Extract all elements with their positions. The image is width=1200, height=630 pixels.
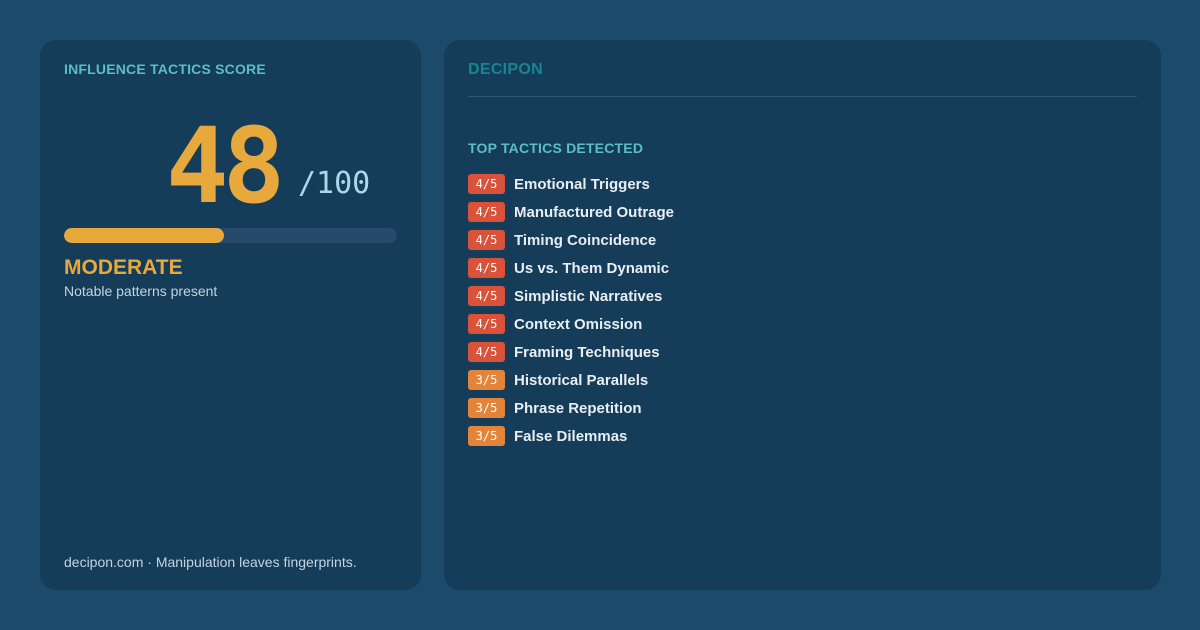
tactics-list: 4/5 Emotional Triggers 4/5 Manufactured Out… bbox=[468, 170, 674, 450]
score-max: /100 bbox=[298, 166, 371, 201]
severity-badge: 4/5 bbox=[468, 314, 505, 334]
tactic-item: 4/5 Timing Coincidence bbox=[468, 226, 674, 254]
score-card: INFLUENCE TACTICS SCORE 48 /100 MODERATE… bbox=[40, 40, 421, 590]
severity-badge: 4/5 bbox=[468, 174, 505, 194]
tactic-name: Emotional Triggers bbox=[514, 175, 650, 193]
score-progress-fill bbox=[64, 228, 224, 243]
score-card-label: INFLUENCE TACTICS SCORE bbox=[64, 61, 266, 77]
tactic-name: Historical Parallels bbox=[514, 371, 649, 389]
tactic-name: Context Omission bbox=[514, 315, 643, 333]
severity-badge: 4/5 bbox=[468, 286, 505, 306]
tactic-name: Timing Coincidence bbox=[514, 231, 657, 249]
tactic-item: 4/5 Simplistic Narratives bbox=[468, 282, 674, 310]
tactic-name: Phrase Repetition bbox=[514, 399, 642, 417]
tactic-item: 4/5 Us vs. Them Dynamic bbox=[468, 254, 674, 282]
tactic-item: 4/5 Context Omission bbox=[468, 310, 674, 338]
tactic-name: Simplistic Narratives bbox=[514, 287, 663, 305]
tactic-name: Us vs. Them Dynamic bbox=[514, 259, 670, 277]
tactic-item: 3/5 Historical Parallels bbox=[468, 366, 674, 394]
tactic-name: Manufactured Outrage bbox=[514, 203, 675, 221]
severity-badge: 4/5 bbox=[468, 258, 505, 278]
severity-badge: 4/5 bbox=[468, 202, 505, 222]
tactic-item: 4/5 Emotional Triggers bbox=[468, 170, 674, 198]
tactic-item: 3/5 False Dilemmas bbox=[468, 422, 674, 450]
tactic-item: 3/5 Phrase Repetition bbox=[468, 394, 674, 422]
severity-badge: 3/5 bbox=[468, 370, 505, 390]
severity-badge: 3/5 bbox=[468, 426, 505, 446]
severity-badge: 4/5 bbox=[468, 230, 505, 250]
tactic-name: False Dilemmas bbox=[514, 427, 628, 445]
score-display: 48 /100 bbox=[40, 105, 421, 227]
score-value: 48 bbox=[166, 105, 285, 227]
score-progress-bar bbox=[64, 228, 397, 243]
severity-badge: 3/5 bbox=[468, 398, 505, 418]
severity-badge: 4/5 bbox=[468, 342, 505, 362]
tactics-card: DECIPON TOP TACTICS DETECTED 4/5 Emotiona… bbox=[444, 40, 1161, 590]
tactic-item: 4/5 Manufactured Outrage bbox=[468, 198, 674, 226]
tactic-item: 4/5 Framing Techniques bbox=[468, 338, 674, 366]
tactics-label: TOP TACTICS DETECTED bbox=[468, 140, 644, 156]
brand-name: DECIPON bbox=[468, 61, 543, 78]
score-level-description: Notable patterns present bbox=[64, 283, 218, 299]
footer-tagline: decipon.com · Manipulation leaves finger… bbox=[64, 554, 357, 570]
score-level: MODERATE bbox=[64, 256, 183, 279]
header-divider bbox=[468, 96, 1137, 97]
tactic-name: Framing Techniques bbox=[514, 343, 660, 361]
